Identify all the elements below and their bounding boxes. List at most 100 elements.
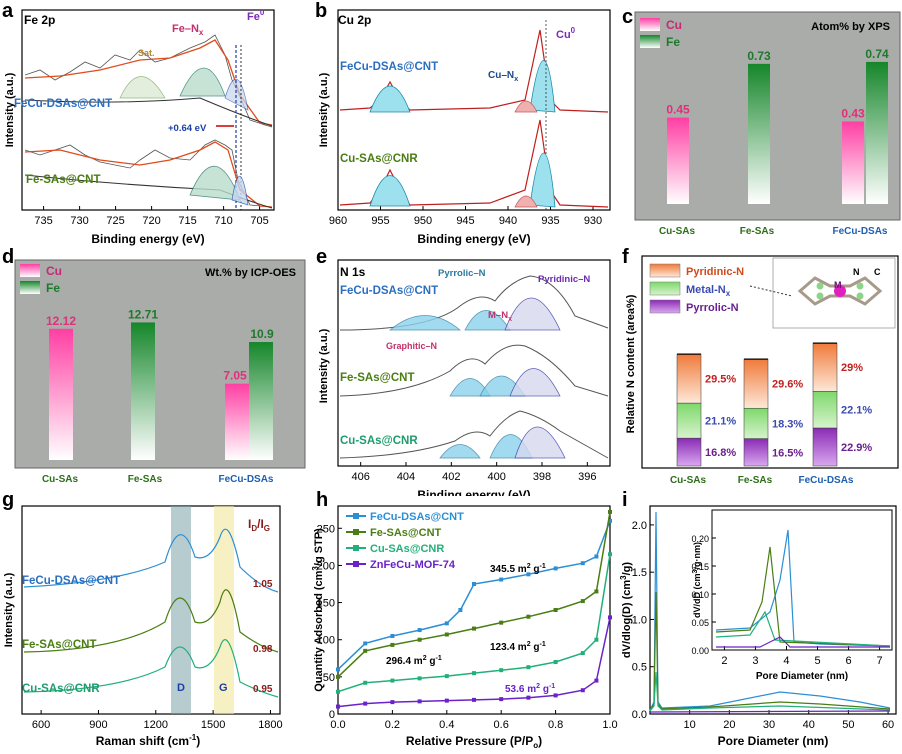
inset-n-atom xyxy=(856,282,864,290)
legend-label-metaln: Metal-Nx xyxy=(686,284,731,298)
series-label-cu-sas: Cu-SAs@CNR xyxy=(340,435,418,447)
annotation-shift: +0.64 eV xyxy=(168,123,207,134)
chart-h-bet: Quantity Adsorbed (cm3/g STP) Relative P… xyxy=(311,505,618,750)
x-tick-label: 1.0 xyxy=(602,719,617,731)
spectrum-line xyxy=(339,344,609,397)
bar-fe xyxy=(748,63,770,205)
raman-fe-sas xyxy=(23,589,279,653)
stack-value-label: 29.6% xyxy=(772,379,803,391)
x-tick-label: 404 xyxy=(397,471,415,483)
legend-swatch-pyridinic xyxy=(649,263,681,278)
series-label-fe-sas: Fe-SAs@CNT xyxy=(26,174,100,186)
bar-fe xyxy=(866,61,888,204)
x-tick-label: 60 xyxy=(882,719,894,731)
psd-mof xyxy=(649,710,891,713)
chart-title: Fe 2p xyxy=(24,13,55,27)
y-tick-label: 0 xyxy=(329,709,335,721)
stack-segment xyxy=(812,342,838,392)
legend-label-pyrrolic: Pyrrolic-N xyxy=(686,302,739,314)
x-tick-label: 935 xyxy=(541,215,559,227)
isotherm-point xyxy=(580,688,585,693)
isotherm-point xyxy=(472,582,476,586)
y-tick-label: 1.5 xyxy=(632,567,647,579)
x-tick-label: 730 xyxy=(70,215,88,227)
legend-label: FeCu-DSAs@CNT xyxy=(370,511,464,523)
stack-segment xyxy=(812,391,838,429)
x-tick-label: 1200 xyxy=(144,719,168,731)
chart-title: Wt.% by ICP-OES xyxy=(205,267,296,279)
y-tick-label: 250 xyxy=(317,523,335,535)
isotherm-point xyxy=(444,698,449,703)
y-tick-label: 1.0 xyxy=(632,614,647,626)
chart-i-pore: dV/dlog(D) (cm3/g) Pore Diameter (nm) 10… xyxy=(620,505,897,748)
x-axis-label: Binding energy (eV) xyxy=(417,488,530,496)
legend-marker xyxy=(353,545,359,551)
x-axis-label: Pore Diameter (nm) xyxy=(718,734,829,748)
isotherm-point xyxy=(608,552,612,557)
series-label-fecu-dsas: FeCu-DSAs@CNT xyxy=(14,98,112,110)
inset-n-atom xyxy=(816,292,824,300)
isotherm-point xyxy=(580,599,585,604)
chart-title: Cu 2p xyxy=(338,13,371,27)
x-tick-label: 2 xyxy=(721,655,727,667)
plot-frame xyxy=(21,9,275,211)
value-label: 12.71 xyxy=(128,307,158,321)
psd-fe-sas xyxy=(649,591,891,712)
category-label: Cu-SAs xyxy=(670,475,707,486)
inset-frame xyxy=(772,257,896,329)
inset-metal-atom xyxy=(834,285,846,297)
inset-label-c: C xyxy=(874,267,881,277)
x-tick-label: 900 xyxy=(89,719,107,731)
x-tick-label: 6 xyxy=(845,655,851,667)
fit-peak-lower-2p12 xyxy=(369,175,411,207)
panel-label-h: h xyxy=(316,489,329,511)
isotherm-point xyxy=(444,632,449,637)
inset-mof xyxy=(716,636,890,648)
stack-value-label: 22.9% xyxy=(841,442,872,454)
inset-x-axis-label: Pore Diameter (nm) xyxy=(756,671,848,682)
isotherm-point xyxy=(417,637,422,642)
inset-dvdd: dV/dD (cm3/g·nm) Pore Diameter (nm) 2 3 4 5… xyxy=(691,509,893,682)
band-label-d: D xyxy=(177,682,185,694)
raman-cu-sas xyxy=(23,639,279,698)
bar-cu xyxy=(49,328,73,460)
x-tick-label: 955 xyxy=(371,215,389,227)
plot-frame xyxy=(21,505,281,715)
inset-y-axis-label: dV/dD (cm3/g·nm) xyxy=(692,542,702,618)
stack-segment xyxy=(676,437,702,467)
series-label-fecu-dsas: FeCu-DSAs@CNT xyxy=(22,575,120,587)
annotation-pyridinic: Pyridinic–N xyxy=(538,274,590,285)
isotherm-point xyxy=(594,589,599,594)
y-tick-label: 2.0 xyxy=(632,520,647,532)
x-tick-label: 720 xyxy=(142,215,160,227)
stack-segment xyxy=(743,358,769,409)
series-label-fe-sas: Fe-SAs@CNT xyxy=(22,639,96,651)
bar-fe xyxy=(131,322,155,460)
chart-a-fe2p: Fe 2p Intensity (a.u.) Binding energy (e… xyxy=(4,8,275,246)
bar-cu xyxy=(842,121,864,204)
x-tick-label: 7 xyxy=(877,655,883,667)
x-tick-label: 0.6 xyxy=(494,719,509,731)
inset-label-m: M xyxy=(834,280,842,290)
y-axis-label: dV/dlog(D) (cm3/g) xyxy=(620,562,633,658)
x-tick-label: 398 xyxy=(533,471,551,483)
stack-segment xyxy=(676,353,702,404)
isotherm-point xyxy=(472,671,476,676)
x-tick-label: 940 xyxy=(499,215,517,227)
x-axis-label: Relative Pressure (P/Po) xyxy=(406,734,542,750)
inset-fe xyxy=(715,546,891,647)
isotherm-point xyxy=(458,608,463,612)
isotherm-point xyxy=(417,676,422,681)
isotherm-point xyxy=(363,648,368,653)
fit-peak xyxy=(504,297,561,331)
legend-label-fe: Fe xyxy=(46,281,60,295)
x-tick-label: 960 xyxy=(329,215,347,227)
area-label-cu: 123.4 m2 g-1 xyxy=(490,641,546,653)
isotherm-point xyxy=(553,608,558,612)
x-tick-label: 3 xyxy=(752,655,758,667)
legend-swatch-cu xyxy=(640,18,660,31)
panel-label-b: b xyxy=(315,0,328,22)
ratio-label-idig: ID/IG xyxy=(248,517,270,533)
series-label-cu-sas: Cu-SAs@CNR xyxy=(340,153,418,165)
x-tick-label: 735 xyxy=(34,215,52,227)
